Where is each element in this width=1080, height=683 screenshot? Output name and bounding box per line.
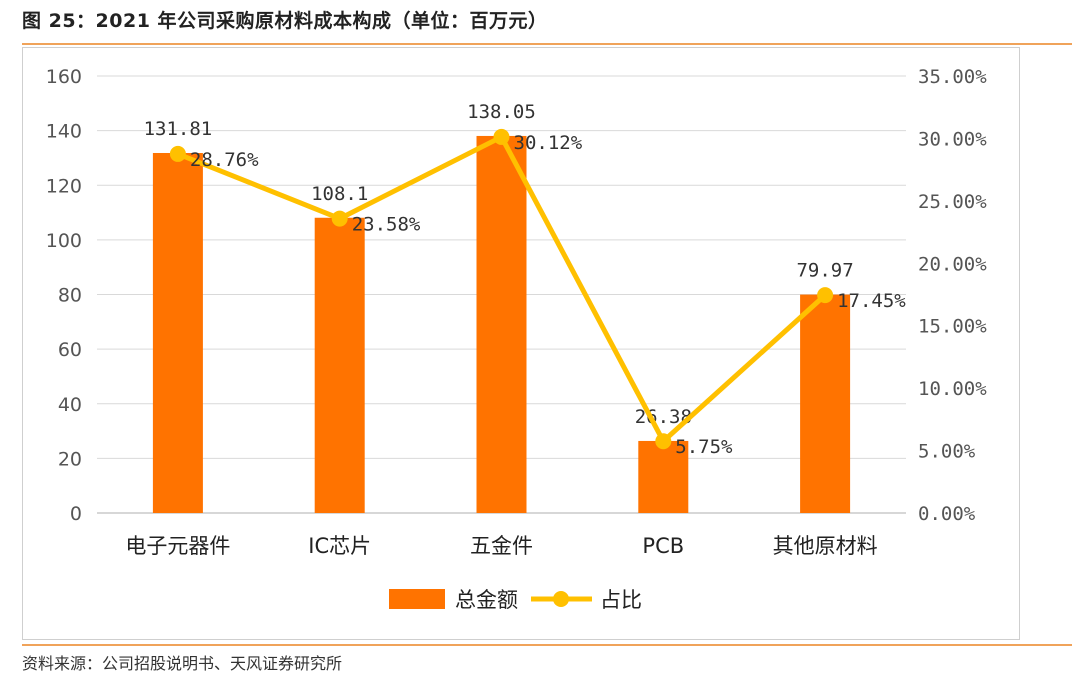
category-labels: 电子元器件 IC芯片 五金件 PCB 其他原材料 (125, 534, 877, 558)
right-axis-tick: 30.00% (918, 128, 987, 150)
category-label: 其他原材料 (773, 534, 878, 558)
left-axis-ticks: 0 20 40 60 80 100 120 140 160 (46, 66, 82, 525)
legend-line-marker (553, 591, 569, 607)
line-value-label: 17.45% (837, 290, 906, 312)
line-point (817, 287, 834, 304)
left-axis-tick: 20 (58, 448, 82, 470)
right-axis-tick: 25.00% (918, 191, 987, 213)
right-axis-tick: 0.00% (918, 503, 976, 525)
top-rule (22, 43, 1072, 45)
line-point (331, 210, 348, 227)
line-labels: 28.76% 23.58% 30.12% 5.75% 17.45% (190, 132, 906, 458)
bar (800, 294, 851, 513)
line-point (493, 128, 510, 145)
bar-value-label: 138.05 (467, 101, 536, 123)
left-axis-tick: 140 (46, 121, 82, 143)
left-axis-tick: 60 (58, 339, 82, 361)
chart-frame (22, 47, 1020, 640)
line-point (655, 433, 672, 450)
left-axis-tick: 40 (58, 394, 82, 416)
right-axis-tick: 10.00% (918, 378, 987, 400)
category-label: 电子元器件 (125, 534, 230, 558)
line-series (169, 128, 834, 450)
bottom-rule (22, 644, 1072, 646)
bar-series (152, 135, 851, 514)
line-value-label: 23.58% (352, 214, 421, 236)
right-axis-tick: 20.00% (918, 253, 987, 275)
bar-value-label: 131.81 (144, 118, 213, 140)
legend-bar-swatch (389, 589, 445, 609)
right-axis-tick: 15.00% (918, 316, 987, 338)
right-axis-ticks: 0.00% 5.00% 10.00% 15.00% 20.00% 25.00% 30.00%… (918, 66, 987, 525)
bar (476, 135, 527, 514)
bar (638, 440, 689, 513)
category-label: PCB (642, 534, 684, 558)
right-axis-tick: 5.00% (918, 441, 976, 463)
legend-line-label: 占比 (600, 588, 642, 612)
line-point (169, 145, 186, 162)
left-axis-tick: 0 (70, 503, 82, 525)
source-note: 资料来源：公司招股说明书、天风证券研究所 (22, 654, 343, 673)
bar-value-label: 108.1 (311, 183, 368, 205)
left-axis-tick: 160 (46, 66, 82, 88)
category-label: IC芯片 (308, 534, 371, 558)
left-axis-tick: 120 (46, 175, 82, 197)
left-axis-tick: 80 (58, 285, 82, 307)
line-value-label: 5.75% (675, 436, 733, 458)
right-axis-tick: 35.00% (918, 66, 987, 88)
bar-value-label: 79.97 (796, 260, 853, 282)
legend: 总金额 占比 (389, 588, 642, 612)
bar (314, 217, 365, 513)
line-value-label: 28.76% (190, 149, 259, 171)
bar (152, 152, 203, 513)
category-label: 五金件 (470, 534, 533, 558)
left-axis-tick: 100 (46, 230, 82, 252)
chart-title: 图 25：2021 年公司采购原材料成本构成（单位：百万元） (22, 10, 548, 32)
legend-bar-label: 总金额 (455, 588, 518, 612)
line-value-label: 30.12% (514, 132, 583, 154)
